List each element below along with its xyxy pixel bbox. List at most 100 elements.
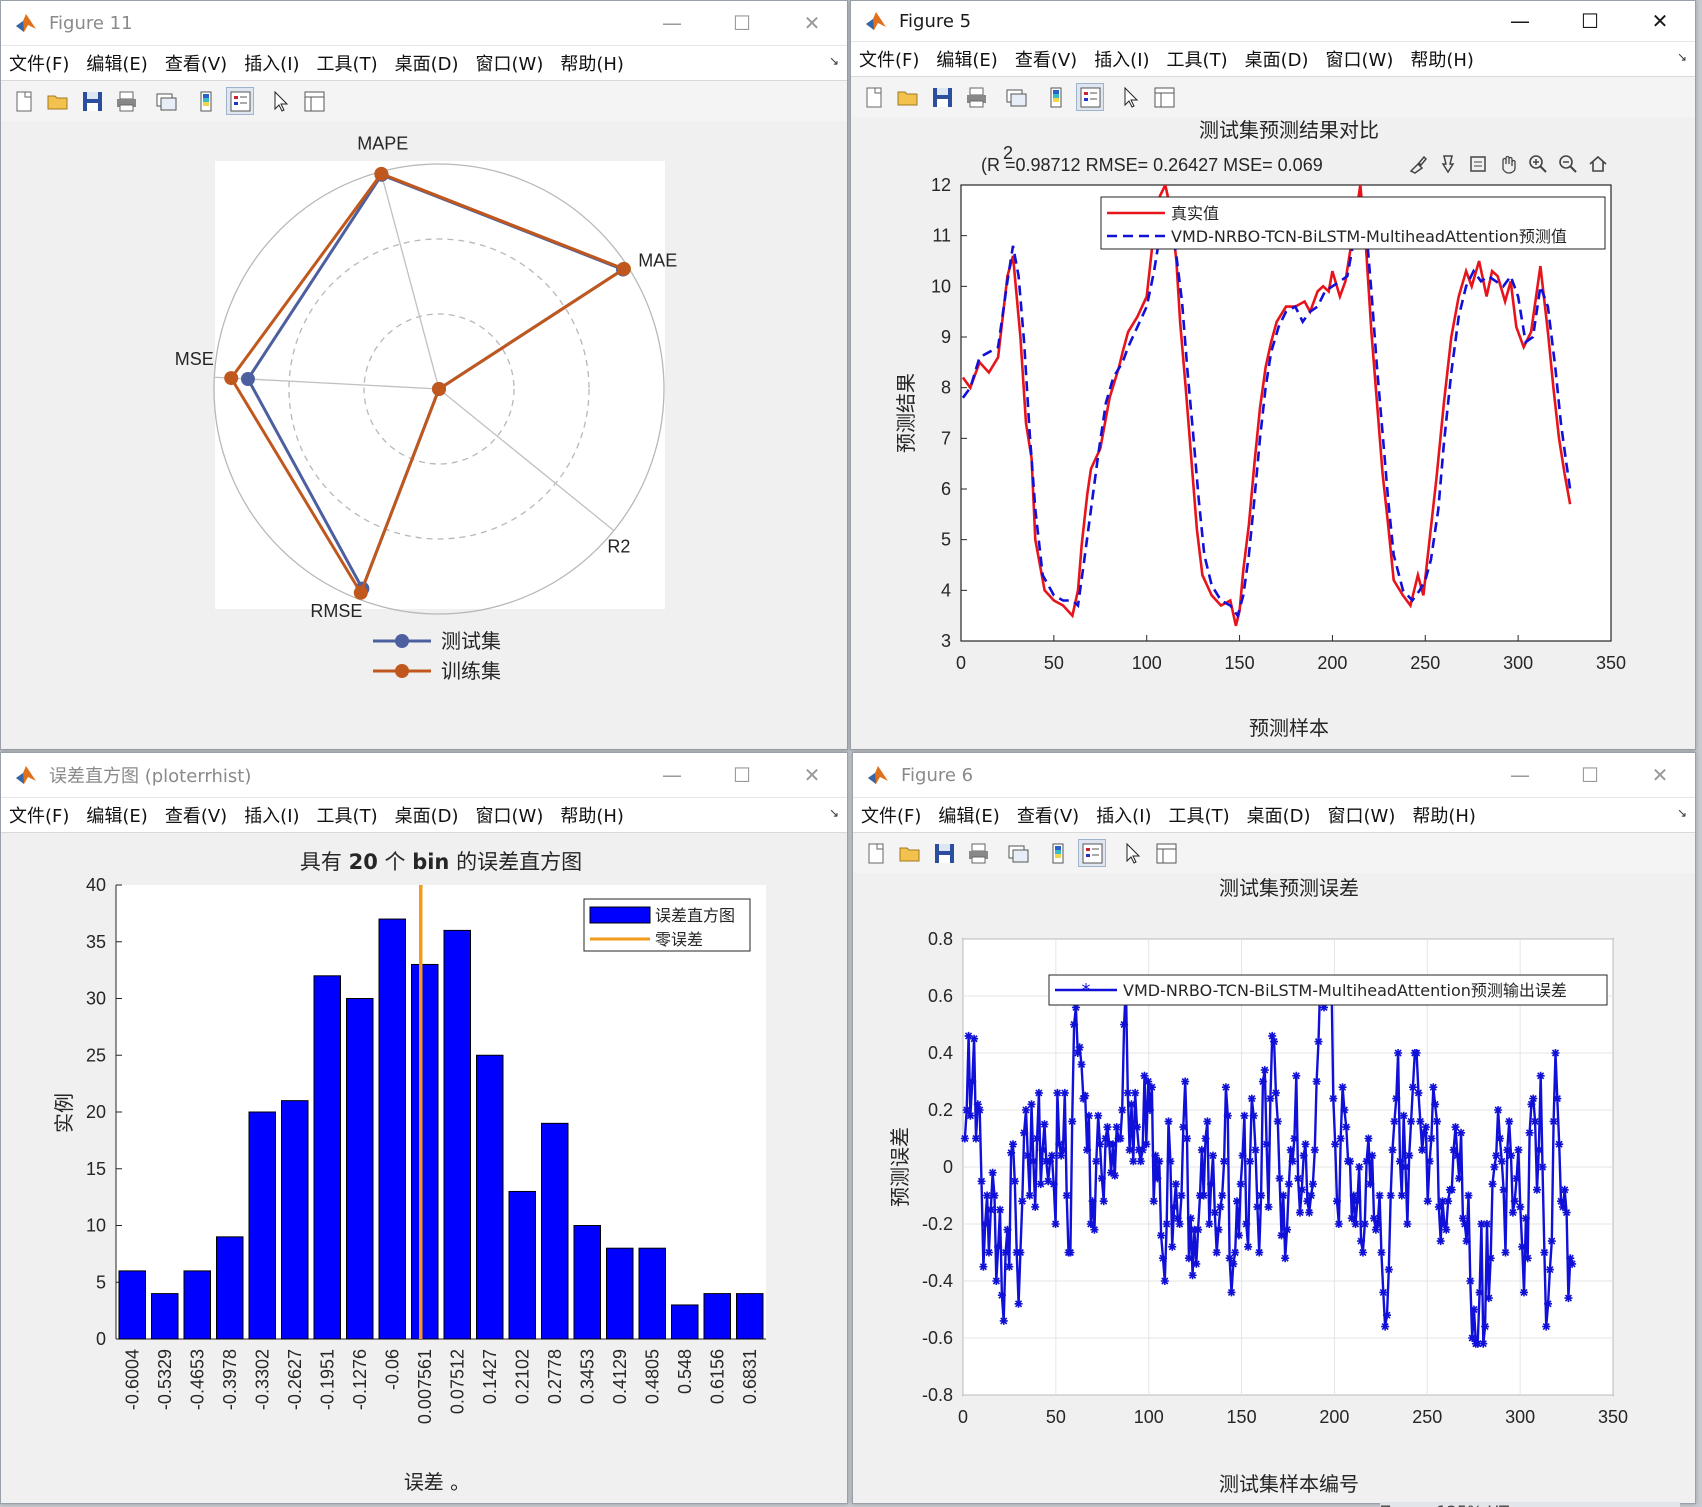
minimize-icon[interactable]: — [662, 763, 682, 787]
menu-edit[interactable]: 编辑(E) [86, 54, 148, 75]
error-marker [1377, 1248, 1386, 1257]
maximize-icon[interactable]: ☐ [1581, 763, 1599, 787]
close-icon[interactable]: ✕ [1651, 9, 1669, 33]
zoom-in-icon[interactable] [1525, 151, 1551, 177]
titlebar[interactable]: 误差直方图 (ploterrhist) — ☐ ✕ [1, 753, 847, 798]
print-icon[interactable] [965, 840, 991, 866]
menu-view[interactable]: 查看(V) [1016, 806, 1080, 827]
legend-icon[interactable] [1076, 83, 1104, 111]
menu-desktop[interactable]: 桌面(D) [394, 806, 459, 827]
menu-insert[interactable]: 插入(I) [1094, 50, 1150, 71]
titlebar[interactable]: Figure 6 — ☐ ✕ [853, 753, 1695, 798]
property-inspector-icon[interactable] [1153, 840, 1179, 866]
menu-edit[interactable]: 编辑(E) [938, 806, 1000, 827]
menu-insert[interactable]: 插入(I) [244, 806, 300, 827]
titlebar[interactable]: Figure 11 — ☐ ✕ [1, 1, 847, 46]
window-figure-11[interactable]: Figure 11 — ☐ ✕ 文件(F) 编辑(E) 查看(V) 插入(I) … [0, 0, 848, 750]
menu-tools[interactable]: 工具(T) [1166, 50, 1228, 71]
home-icon[interactable] [1585, 151, 1611, 177]
close-icon[interactable]: ✕ [803, 763, 821, 787]
error-marker [1264, 1202, 1273, 1211]
menu-desktop[interactable]: 桌面(D) [1244, 50, 1309, 71]
menu-help[interactable]: 帮助(H) [560, 806, 624, 827]
pan-icon[interactable] [1495, 151, 1521, 177]
error-marker [1536, 1071, 1545, 1080]
print-icon[interactable] [113, 88, 139, 114]
link-plot-icon[interactable] [1005, 840, 1031, 866]
open-file-icon[interactable] [895, 84, 921, 110]
minimize-icon[interactable]: — [1510, 9, 1530, 33]
menu-help[interactable]: 帮助(H) [560, 54, 624, 75]
pointer-icon[interactable] [1117, 84, 1143, 110]
legend-icon[interactable] [1078, 839, 1106, 867]
colorbar-icon[interactable] [1045, 840, 1071, 866]
error-marker [1501, 1248, 1510, 1257]
restore-view-icon[interactable] [1465, 151, 1491, 177]
maximize-icon[interactable]: ☐ [733, 763, 751, 787]
menu-view[interactable]: 查看(V) [164, 54, 228, 75]
open-file-icon[interactable] [897, 840, 923, 866]
menu-insert[interactable]: 插入(I) [1096, 806, 1152, 827]
pointer-icon[interactable] [267, 88, 293, 114]
menu-edit[interactable]: 编辑(E) [936, 50, 998, 71]
new-figure-icon[interactable] [863, 840, 889, 866]
error-marker [1177, 1191, 1186, 1200]
open-file-icon[interactable] [45, 88, 71, 114]
menu-file[interactable]: 文件(F) [9, 806, 70, 827]
menu-tools[interactable]: 工具(T) [1168, 806, 1230, 827]
menu-tools[interactable]: 工具(T) [316, 806, 378, 827]
error-marker [1399, 1111, 1408, 1120]
menu-help[interactable]: 帮助(H) [1412, 806, 1476, 827]
colorbar-icon[interactable] [193, 88, 219, 114]
data-tips-icon[interactable] [1435, 151, 1461, 177]
menu-window[interactable]: 窗口(W) [475, 54, 544, 75]
menu-view[interactable]: 查看(V) [164, 806, 228, 827]
window-error-histogram[interactable]: 误差直方图 (ploterrhist) — ☐ ✕ 文件(F) 编辑(E) 查看… [0, 752, 848, 1504]
colorbar-icon[interactable] [1043, 84, 1069, 110]
minimize-icon[interactable]: — [662, 11, 682, 35]
menu-window[interactable]: 窗口(W) [475, 806, 544, 827]
menu-overflow-icon[interactable]: ↘ [1676, 806, 1687, 820]
close-icon[interactable]: ✕ [1651, 763, 1669, 787]
close-icon[interactable]: ✕ [803, 11, 821, 35]
menu-edit[interactable]: 编辑(E) [86, 806, 148, 827]
error-marker [1112, 1123, 1121, 1132]
menu-window[interactable]: 窗口(W) [1327, 806, 1396, 827]
new-figure-icon[interactable] [11, 88, 37, 114]
save-icon[interactable] [929, 84, 955, 110]
window-figure-5[interactable]: Figure 5 — ☐ ✕ 文件(F) 编辑(E) 查看(V) 插入(I) 工… [850, 0, 1696, 750]
legend-icon[interactable] [226, 87, 254, 115]
menu-tools[interactable]: 工具(T) [316, 54, 378, 75]
save-icon[interactable] [79, 88, 105, 114]
minimize-icon[interactable]: — [1510, 763, 1530, 787]
menu-help[interactable]: 帮助(H) [1410, 50, 1474, 71]
menu-overflow-icon[interactable]: ↘ [828, 54, 839, 68]
brush-icon[interactable] [1405, 151, 1431, 177]
menu-window[interactable]: 窗口(W) [1325, 50, 1394, 71]
menu-desktop[interactable]: 桌面(D) [394, 54, 459, 75]
pointer-icon[interactable] [1119, 840, 1145, 866]
menu-file[interactable]: 文件(F) [861, 806, 922, 827]
radar-series-line [229, 172, 628, 597]
menu-file[interactable]: 文件(F) [9, 54, 70, 75]
property-inspector-icon[interactable] [301, 88, 327, 114]
menu-view[interactable]: 查看(V) [1014, 50, 1078, 71]
radar-point [616, 261, 631, 276]
menu-overflow-icon[interactable]: ↘ [828, 806, 839, 820]
property-inspector-icon[interactable] [1151, 84, 1177, 110]
maximize-icon[interactable]: ☐ [1581, 9, 1599, 33]
window-figure-6[interactable]: Figure 6 — ☐ ✕ 文件(F) 编辑(E) 查看(V) 插入(I) 工… [852, 752, 1696, 1504]
menu-overflow-icon[interactable]: ↘ [1676, 50, 1687, 64]
zoom-out-icon[interactable] [1555, 151, 1581, 177]
maximize-icon[interactable]: ☐ [733, 11, 751, 35]
menu-desktop[interactable]: 桌面(D) [1246, 806, 1311, 827]
menu-file[interactable]: 文件(F) [859, 50, 920, 71]
titlebar[interactable]: Figure 5 — ☐ ✕ [851, 1, 1695, 42]
error-marker [1057, 1151, 1066, 1160]
print-icon[interactable] [963, 84, 989, 110]
link-plot-icon[interactable] [153, 88, 179, 114]
menu-insert[interactable]: 插入(I) [244, 54, 300, 75]
new-figure-icon[interactable] [861, 84, 887, 110]
link-plot-icon[interactable] [1003, 84, 1029, 110]
save-icon[interactable] [931, 840, 957, 866]
